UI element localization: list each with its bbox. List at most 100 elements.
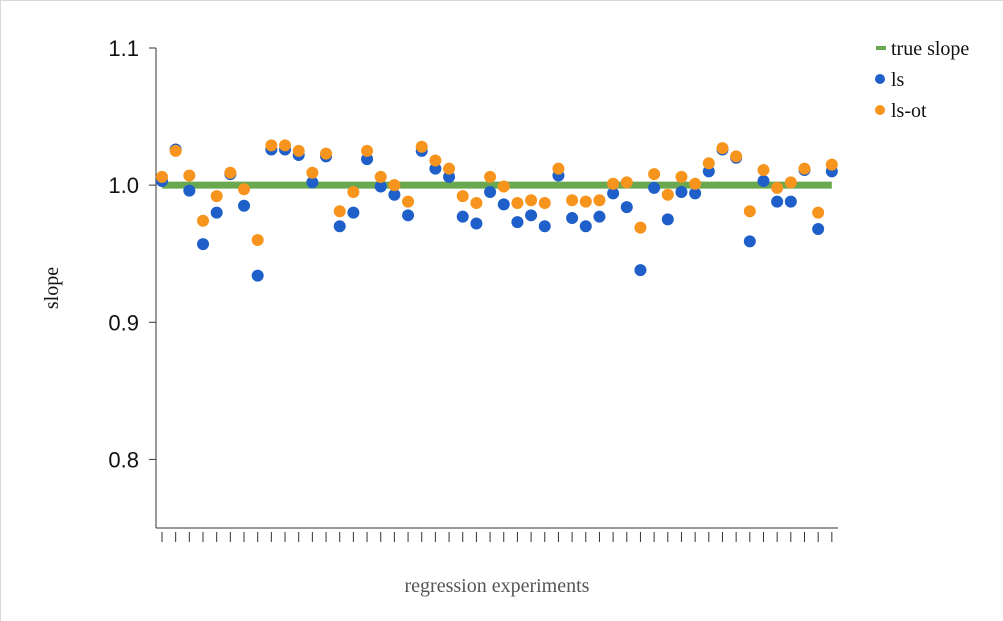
point-ls-ot	[402, 195, 415, 208]
point-ls	[607, 187, 620, 200]
point-ls	[784, 195, 797, 208]
point-ls-ot	[197, 214, 210, 227]
y-tick-label: 0.8	[108, 447, 139, 472]
legend-label-true-slope: true slope	[891, 38, 969, 60]
point-ls	[702, 165, 715, 178]
point-ls	[238, 199, 251, 212]
point-ls-ot	[661, 188, 674, 201]
point-ls	[484, 186, 497, 198]
point-ls-ot	[675, 170, 688, 183]
point-ls-ot	[552, 162, 565, 175]
point-ls-ot	[743, 205, 756, 218]
point-ls-ot	[265, 139, 278, 152]
point-ls	[566, 212, 579, 225]
point-ls-ot	[484, 170, 497, 183]
point-ls	[812, 223, 825, 236]
series-ls	[156, 143, 838, 282]
point-ls-ot	[333, 205, 346, 218]
point-ls	[197, 238, 210, 251]
point-ls-ot	[771, 181, 784, 194]
point-ls	[620, 201, 633, 214]
point-ls-ot	[689, 177, 702, 190]
point-ls	[675, 186, 688, 198]
point-ls-ot	[607, 177, 620, 190]
legend-label-ls: ls	[891, 69, 905, 91]
point-ls	[525, 209, 538, 222]
point-ls-ot	[456, 190, 469, 203]
point-ls-ot	[251, 234, 264, 246]
point-ls	[402, 209, 415, 222]
point-ls	[470, 217, 483, 230]
point-ls-ot	[566, 194, 579, 207]
point-ls	[538, 220, 551, 233]
point-ls-ot	[634, 221, 647, 234]
point-ls	[511, 216, 524, 229]
point-ls-ot	[825, 158, 838, 171]
point-ls-ot	[757, 164, 770, 177]
legend-label-ls-ot: ls-ot	[891, 100, 927, 122]
legend-swatch-ls-ot	[875, 105, 885, 115]
point-ls	[634, 264, 647, 277]
point-ls-ot	[156, 170, 168, 183]
point-ls-ot	[388, 179, 401, 192]
point-ls-ot	[525, 194, 538, 207]
point-ls-ot	[292, 144, 305, 157]
x-ticks	[161, 532, 833, 542]
point-ls-ot	[183, 169, 196, 182]
point-ls	[497, 198, 510, 211]
point-ls-ot	[374, 170, 387, 183]
point-ls	[374, 180, 387, 193]
y-axis-title: slope	[41, 267, 63, 309]
y-tick-label: 1.0	[108, 173, 139, 198]
series-ls-ot	[156, 139, 838, 246]
point-ls-ot	[361, 144, 374, 157]
point-ls-ot	[347, 186, 360, 198]
point-ls	[347, 206, 360, 219]
point-ls-ot	[730, 150, 743, 163]
point-ls-ot	[279, 139, 292, 152]
point-ls	[388, 188, 401, 201]
point-ls-ot	[716, 142, 729, 155]
point-ls	[579, 220, 592, 233]
point-ls	[689, 187, 702, 200]
point-ls-ot	[702, 157, 715, 170]
point-ls-ot	[511, 196, 524, 209]
point-ls	[648, 181, 661, 194]
axes	[155, 48, 838, 529]
point-ls	[361, 153, 374, 166]
legend-swatch-ls	[875, 74, 885, 84]
point-ls-ot	[429, 154, 442, 167]
point-ls	[661, 213, 674, 226]
legend: true slope ls ls-ot	[875, 38, 969, 122]
point-ls-ot	[470, 196, 483, 209]
point-ls	[456, 210, 469, 223]
point-ls	[771, 195, 784, 208]
y-tick-label: 0.9	[108, 310, 139, 335]
point-ls-ot	[443, 162, 456, 175]
point-ls	[743, 235, 756, 248]
point-ls	[251, 269, 264, 282]
point-ls-ot	[210, 190, 223, 203]
point-ls	[333, 220, 346, 233]
point-ls-ot	[415, 140, 428, 153]
point-ls-ot	[169, 144, 182, 157]
point-ls	[210, 206, 223, 219]
point-ls-ot	[224, 166, 237, 179]
point-ls-ot	[812, 206, 825, 219]
y-ticks: 0.8 0.9 1.0 1.1	[108, 36, 156, 472]
point-ls	[429, 162, 442, 175]
point-ls-ot	[497, 180, 510, 193]
point-ls	[306, 176, 319, 189]
data-points	[156, 139, 838, 282]
point-ls-ot	[648, 168, 661, 181]
point-ls-ot	[579, 195, 592, 208]
point-ls-ot	[538, 196, 551, 209]
x-axis-title: regression experiments	[405, 575, 590, 597]
point-ls-ot	[620, 176, 633, 189]
point-ls-ot	[320, 147, 333, 160]
point-ls-ot	[784, 176, 797, 189]
point-ls-ot	[593, 194, 606, 207]
point-ls-ot	[306, 166, 319, 179]
